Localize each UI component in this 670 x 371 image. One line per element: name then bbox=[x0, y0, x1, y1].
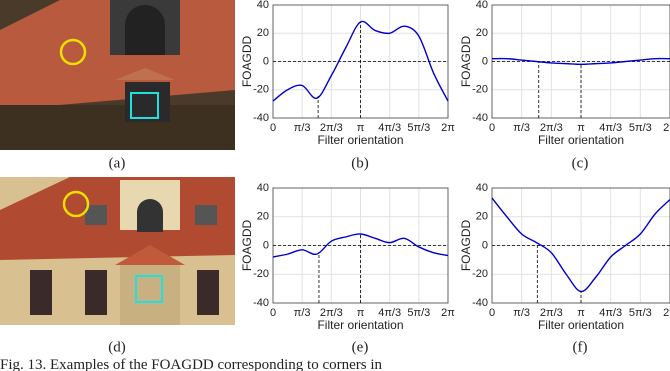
x-tick-label: 4π/3 bbox=[599, 307, 622, 319]
y-tick-label: -20 bbox=[472, 84, 488, 96]
x-tick-label: 2π/3 bbox=[320, 122, 343, 134]
y-tick-label: 0 bbox=[482, 239, 488, 251]
x-tick-label: 4π/3 bbox=[378, 307, 401, 319]
x-tick-label: 2π bbox=[663, 122, 670, 134]
panel-label: (e) bbox=[352, 339, 369, 355]
panel-label: (f) bbox=[573, 339, 588, 355]
y-tick-label: -20 bbox=[472, 268, 488, 280]
panel-label: (a) bbox=[109, 155, 126, 171]
x-tick-label: π bbox=[357, 122, 365, 134]
x-axis-label: Filter orientation bbox=[538, 318, 624, 332]
x-tick-label: π/3 bbox=[294, 307, 311, 319]
x-tick-label: 5π/3 bbox=[407, 307, 430, 319]
x-tick-label: 4π/3 bbox=[378, 122, 401, 134]
x-tick-label: 5π/3 bbox=[629, 307, 652, 319]
y-tick-label: 0 bbox=[263, 55, 269, 67]
y-axis-label: FOAGDD bbox=[240, 36, 254, 88]
x-axis-label: Filter orientation bbox=[317, 318, 403, 332]
y-tick-label: 20 bbox=[257, 27, 269, 39]
x-tick-label: 2π bbox=[441, 307, 455, 319]
x-tick-label: 5π/3 bbox=[629, 122, 652, 134]
x-tick-label: π bbox=[357, 307, 365, 319]
line-series bbox=[491, 57, 670, 66]
y-tick-label: 40 bbox=[476, 182, 488, 194]
y-tick-label: -40 bbox=[253, 297, 269, 309]
y-tick-label: 0 bbox=[482, 55, 488, 67]
y-tick-label: -40 bbox=[472, 297, 488, 309]
x-tick-label: 2π bbox=[663, 307, 670, 319]
photo-a bbox=[0, 0, 235, 150]
y-tick-label: 20 bbox=[257, 211, 269, 223]
x-tick-label: π bbox=[577, 122, 585, 134]
x-tick-label: 0 bbox=[270, 307, 276, 319]
y-tick-label: 40 bbox=[257, 0, 269, 11]
x-tick-label: 0 bbox=[489, 307, 495, 319]
x-tick-label: 2π/3 bbox=[540, 307, 563, 319]
y-tick-label: -20 bbox=[253, 84, 269, 96]
x-axis-label: Filter orientation bbox=[317, 133, 403, 147]
y-axis-label: FOAGDD bbox=[459, 36, 473, 88]
panel-label: (d) bbox=[108, 339, 126, 355]
y-tick-label: 20 bbox=[476, 211, 488, 223]
x-tick-label: π/3 bbox=[513, 307, 530, 319]
y-axis-label: FOAGDD bbox=[459, 220, 473, 272]
x-tick-label: π/3 bbox=[294, 122, 311, 134]
x-tick-label: 2π/3 bbox=[540, 122, 563, 134]
x-tick-label: π/3 bbox=[513, 122, 530, 134]
x-tick-label: π bbox=[577, 307, 585, 319]
y-tick-label: -20 bbox=[253, 268, 269, 280]
y-tick-label: -40 bbox=[472, 112, 488, 124]
y-tick-label: 20 bbox=[476, 27, 488, 39]
y-tick-label: 40 bbox=[257, 182, 269, 194]
x-tick-label: 2π bbox=[441, 122, 455, 134]
x-axis-label: Filter orientation bbox=[538, 133, 624, 147]
panel-label: (c) bbox=[572, 155, 589, 171]
y-tick-label: -40 bbox=[253, 112, 269, 124]
line-series bbox=[272, 233, 449, 258]
y-tick-label: 40 bbox=[476, 0, 488, 11]
x-tick-label: 0 bbox=[270, 122, 276, 134]
y-tick-label: 0 bbox=[263, 239, 269, 251]
x-tick-label: 4π/3 bbox=[599, 122, 622, 134]
panel-label: (b) bbox=[351, 155, 369, 171]
y-axis-label: FOAGDD bbox=[240, 220, 254, 272]
x-tick-label: 2π/3 bbox=[320, 307, 343, 319]
photo-d bbox=[0, 177, 235, 325]
x-tick-label: 0 bbox=[489, 122, 495, 134]
x-tick-label: 5π/3 bbox=[407, 122, 430, 134]
caption: Fig. 13. Examples of the FOAGDD correspo… bbox=[0, 357, 383, 371]
